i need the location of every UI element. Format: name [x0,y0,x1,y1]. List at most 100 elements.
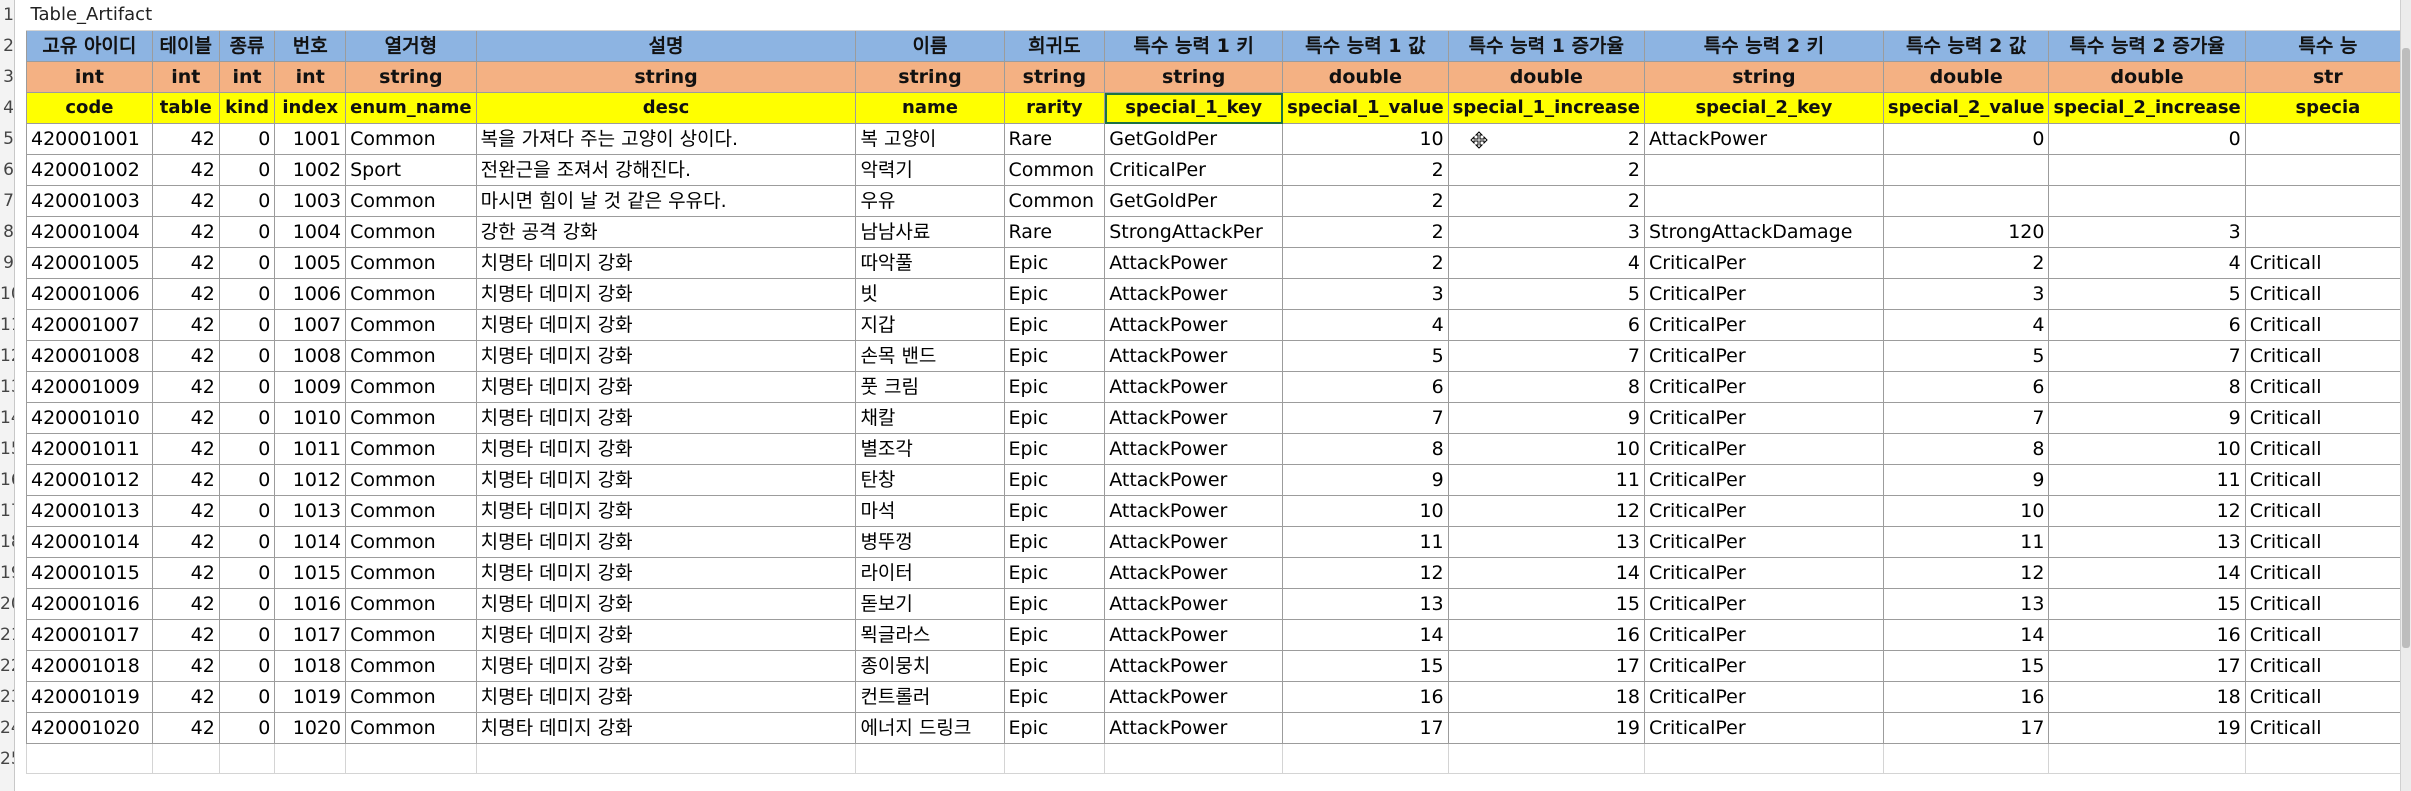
table-cell[interactable]: AttackPower [1104,619,1284,651]
table-cell[interactable]: 120 [1882,216,2050,248]
table-cell[interactable]: Criticall [2244,588,2411,620]
empty-cell[interactable] [345,743,477,774]
table-cell[interactable]: Common [345,185,477,217]
empty-cell[interactable] [26,743,153,774]
table-cell[interactable]: 6 [1447,309,1645,341]
table-cell[interactable]: 7 [2048,340,2246,372]
sheet-title-cell[interactable]: Table_Artifact [26,0,2411,31]
table-cell[interactable]: CriticalPer [1643,278,1884,310]
table-cell[interactable]: 14 [2048,557,2246,589]
header-field-cell[interactable]: specia [2244,92,2411,124]
table-cell[interactable]: 1011 [274,433,347,465]
table-cell[interactable]: 0 [218,247,276,279]
header-type-cell[interactable]: string [1643,61,1884,93]
table-cell[interactable]: 1007 [274,309,347,341]
table-cell[interactable]: 1019 [274,681,347,713]
table-cell[interactable]: CriticalPer [1643,495,1884,527]
table-cell[interactable]: 0 [218,588,276,620]
table-cell[interactable]: 2 [1282,216,1449,248]
table-cell[interactable] [2244,154,2411,186]
row-number[interactable]: 16 [0,470,14,490]
header-label-cell[interactable]: 희귀도 [1003,30,1106,62]
table-cell[interactable]: Criticall [2244,619,2411,651]
table-cell[interactable]: 42 [151,495,220,527]
row-number[interactable]: 10 [0,284,14,304]
table-cell[interactable]: Criticall [2244,433,2411,465]
table-cell[interactable]: 0 [218,464,276,496]
table-cell[interactable]: 9 [1282,464,1449,496]
table-cell[interactable]: 420001018 [26,650,153,682]
table-cell[interactable]: 1004 [274,216,347,248]
table-cell[interactable]: 42 [151,247,220,279]
table-cell[interactable]: 10 [1282,495,1449,527]
table-cell[interactable]: 420001015 [26,557,153,589]
table-cell[interactable]: 13 [1882,588,2050,620]
row-number[interactable]: 23 [0,687,14,707]
table-cell[interactable]: 16 [1882,681,2050,713]
table-cell[interactable]: Epic [1003,247,1106,279]
empty-cell[interactable] [274,743,347,774]
table-cell[interactable]: 치명타 데미지 강화 [475,402,857,434]
table-cell[interactable]: 0 [2048,123,2246,155]
table-cell[interactable]: 16 [1447,619,1645,651]
table-cell[interactable]: 17 [2048,650,2246,682]
table-cell[interactable]: CriticalPer [1643,650,1884,682]
header-field-cell[interactable]: code [26,92,153,124]
table-cell[interactable]: 420001003 [26,185,153,217]
table-cell[interactable]: CriticalPer [1643,402,1884,434]
table-cell[interactable]: GetGoldPer [1104,185,1284,217]
table-cell[interactable]: 42 [151,185,220,217]
table-cell[interactable]: 라이터 [855,557,1005,589]
table-cell[interactable]: 42 [151,371,220,403]
table-cell[interactable] [2048,185,2246,217]
table-cell[interactable]: 42 [151,340,220,372]
header-label-cell[interactable]: 종류 [218,30,276,62]
table-cell[interactable]: 마석 [855,495,1005,527]
header-field-cell[interactable]: special_2_increase [2048,92,2246,124]
table-cell[interactable]: 16 [2048,619,2246,651]
table-cell[interactable]: 1015 [274,557,347,589]
table-cell[interactable]: 7 [1282,402,1449,434]
table-cell[interactable]: 2 [1447,154,1645,186]
table-cell[interactable]: 12 [1447,495,1645,527]
table-cell[interactable]: 치명타 데미지 강화 [475,340,857,372]
table-cell[interactable]: 19 [1447,712,1645,744]
table-cell[interactable]: 0 [218,340,276,372]
table-cell[interactable]: Epic [1003,340,1106,372]
table-cell[interactable]: 1020 [274,712,347,744]
table-cell[interactable]: CriticalPer [1643,340,1884,372]
table-cell[interactable]: 0 [218,154,276,186]
empty-cell[interactable] [1447,743,1645,774]
table-cell[interactable]: Common [345,216,477,248]
table-cell[interactable]: 420001014 [26,526,153,558]
table-cell[interactable]: 17 [1282,712,1449,744]
table-cell[interactable]: 15 [2048,588,2246,620]
table-cell[interactable]: CriticalPer [1643,247,1884,279]
row-number[interactable]: 24 [0,718,14,738]
table-cell[interactable] [2244,185,2411,217]
table-cell[interactable]: AttackPower [1104,309,1284,341]
header-field-cell[interactable]: special_2_key [1643,92,1884,124]
table-cell[interactable]: 치명타 데미지 강화 [475,495,857,527]
table-cell[interactable]: CriticalPer [1643,526,1884,558]
empty-cell[interactable] [2244,743,2411,774]
header-label-cell[interactable]: 특수 능 [2244,30,2411,62]
table-cell[interactable]: Epic [1003,619,1106,651]
table-cell[interactable]: 11 [1447,464,1645,496]
table-cell[interactable] [1882,185,2050,217]
table-cell[interactable]: 5 [1447,278,1645,310]
table-cell[interactable]: AttackPower [1104,247,1284,279]
table-cell[interactable]: Common [345,619,477,651]
table-cell[interactable]: 420001019 [26,681,153,713]
table-cell[interactable]: AttackPower [1104,712,1284,744]
row-number[interactable]: 17 [0,501,14,521]
table-cell[interactable]: 5 [1882,340,2050,372]
table-cell[interactable]: 에너지 드링크 [855,712,1005,744]
table-cell[interactable]: 복을 가져다 주는 고양이 상이다. [475,123,857,155]
table-cell[interactable]: Common [345,681,477,713]
table-cell[interactable]: Criticall [2244,340,2411,372]
header-type-cell[interactable]: int [274,61,347,93]
header-field-cell[interactable]: table [151,92,220,124]
table-cell[interactable]: Epic [1003,588,1106,620]
table-cell[interactable]: 돋보기 [855,588,1005,620]
